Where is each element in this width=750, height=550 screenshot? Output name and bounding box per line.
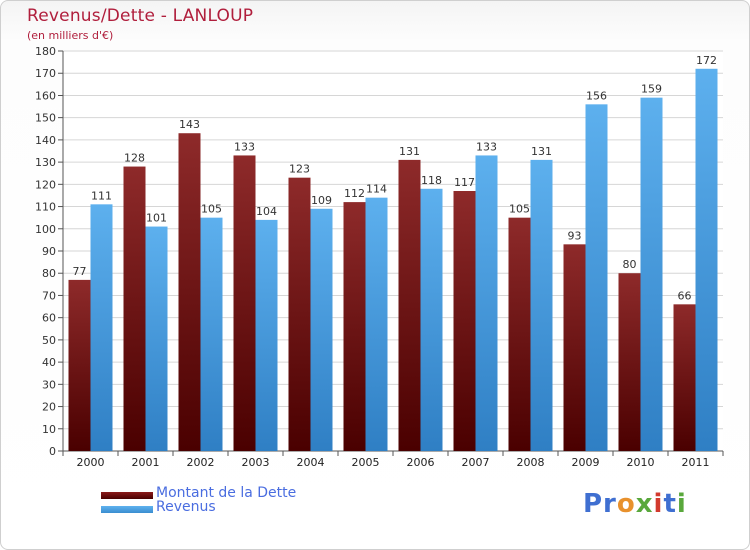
y-tick-label: 80 — [42, 267, 56, 280]
data-label: 131 — [531, 145, 552, 158]
y-tick-label: 150 — [35, 112, 56, 125]
data-label: 109 — [311, 194, 332, 207]
y-tick-label: 20 — [42, 401, 56, 414]
data-label: 66 — [678, 289, 692, 302]
data-label: 112 — [344, 187, 365, 200]
legend-swatch-dette — [101, 492, 153, 499]
bar-dette — [123, 166, 146, 452]
data-label: 117 — [454, 176, 475, 189]
y-tick-label: 160 — [35, 89, 56, 102]
data-label: 93 — [568, 229, 582, 242]
data-label: 101 — [146, 212, 167, 225]
y-tick-label: 180 — [35, 45, 56, 58]
bar-revenus — [310, 208, 333, 451]
bar-dette — [508, 217, 531, 451]
data-label: 133 — [234, 140, 255, 153]
data-label: 105 — [509, 203, 530, 216]
x-tick-label: 2010 — [627, 456, 655, 469]
bar-dette — [673, 304, 696, 451]
x-tick-label: 2007 — [462, 456, 490, 469]
bar-dette — [618, 273, 641, 451]
data-label: 118 — [421, 174, 442, 187]
y-tick-label: 40 — [42, 356, 56, 369]
legend-label-revenus: Revenus — [156, 499, 216, 515]
bar-dette — [398, 159, 421, 451]
x-tick-label: 2009 — [572, 456, 600, 469]
data-label: 128 — [124, 152, 145, 165]
chart-title: Revenus/Dette - LANLOUP — [27, 6, 254, 26]
bar-revenus — [695, 68, 718, 452]
bar-revenus — [420, 188, 443, 451]
y-tick-label: 30 — [42, 378, 56, 391]
bar-revenus — [475, 155, 498, 451]
bar-dette — [343, 202, 366, 451]
y-tick-label: 10 — [42, 423, 56, 436]
y-tick-label: 60 — [42, 312, 56, 325]
bar-revenus — [640, 97, 663, 452]
data-label: 111 — [91, 189, 112, 202]
bar-dette — [288, 177, 311, 451]
x-tick-label: 2005 — [352, 456, 380, 469]
bar-dette — [233, 155, 256, 451]
data-label: 159 — [641, 83, 662, 96]
data-label: 131 — [399, 145, 420, 158]
x-tick-label: 2004 — [297, 456, 325, 469]
x-tick-label: 2001 — [132, 456, 160, 469]
data-label: 143 — [179, 118, 200, 131]
x-tick-label: 2011 — [682, 456, 710, 469]
bar-revenus — [90, 204, 113, 451]
data-label: 133 — [476, 140, 497, 153]
data-label: 77 — [73, 265, 87, 278]
legend-label-dette: Montant de la Dette — [156, 485, 297, 501]
bar-revenus — [530, 159, 553, 451]
data-label: 114 — [366, 183, 387, 196]
bar-dette — [453, 191, 476, 451]
bar-revenus — [585, 104, 608, 451]
bar-revenus — [365, 197, 388, 451]
y-tick-label: 90 — [42, 245, 56, 258]
bar-revenus — [145, 226, 168, 451]
chart-subtitle: (en milliers d'€) — [27, 29, 114, 42]
data-label: 80 — [623, 258, 637, 271]
y-tick-label: 100 — [35, 223, 56, 236]
legend-swatch-revenus — [101, 506, 153, 513]
data-label: 156 — [586, 89, 607, 102]
data-label: 105 — [201, 203, 222, 216]
y-tick-label: 170 — [35, 67, 56, 80]
data-label: 172 — [696, 54, 717, 67]
x-tick-label: 2008 — [517, 456, 545, 469]
bar-dette — [178, 133, 201, 451]
y-tick-label: 50 — [42, 334, 56, 347]
y-tick-label: 110 — [35, 201, 56, 214]
proxiti-logo: Proxiti — [583, 489, 687, 519]
x-tick-label: 2003 — [242, 456, 270, 469]
y-tick-label: 130 — [35, 156, 56, 169]
x-tick-label: 2006 — [407, 456, 435, 469]
y-tick-label: 0 — [49, 445, 56, 458]
bar-dette — [68, 279, 91, 451]
y-tick-label: 120 — [35, 178, 56, 191]
y-tick-label: 70 — [42, 289, 56, 302]
bar-revenus — [200, 217, 223, 451]
y-tick-label: 140 — [35, 134, 56, 147]
x-tick-label: 2002 — [187, 456, 215, 469]
bar-revenus — [255, 219, 278, 451]
data-label: 104 — [256, 205, 277, 218]
data-label: 123 — [289, 163, 310, 176]
bar-dette — [563, 244, 586, 451]
x-tick-label: 2000 — [77, 456, 105, 469]
